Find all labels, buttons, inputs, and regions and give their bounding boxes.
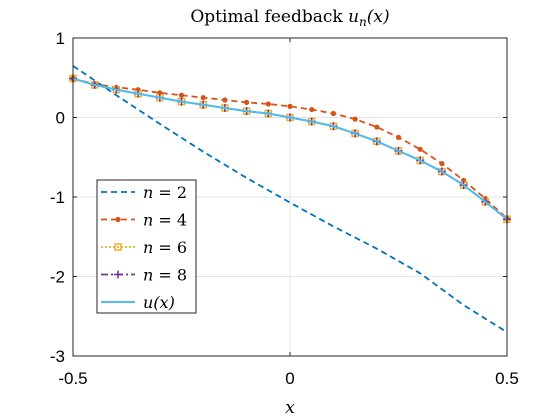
series-marker — [265, 101, 271, 107]
legend-label: n = 6 — [143, 238, 187, 257]
legend-entry: u(x) — [101, 293, 175, 312]
series-marker — [395, 134, 402, 140]
legend-var: n — [143, 183, 153, 202]
legend-entry: n = 8 — [101, 266, 187, 285]
title-sub: n — [359, 15, 367, 29]
legend-eq: = 4 — [153, 211, 187, 230]
series-marker — [309, 106, 315, 113]
legend-eq: = 8 — [153, 266, 187, 285]
series-line — [72, 77, 508, 221]
legend-label: n = 8 — [143, 266, 187, 285]
legend-entry: n = 2 — [101, 183, 187, 202]
legend-eq: = 2 — [153, 183, 187, 202]
y-tick-label: -3 — [50, 347, 65, 366]
x-tick-label: 0.5 — [495, 369, 519, 388]
y-tick-label: 0 — [56, 109, 65, 128]
legend-var: n — [143, 266, 153, 285]
series-marker — [352, 116, 358, 122]
x-axis-label: x — [285, 398, 295, 418]
series-marker — [374, 124, 380, 130]
ticks: -0.5 0 0.5 -3 -2 -1 0 1 — [50, 29, 519, 388]
series-line — [72, 77, 508, 220]
title-fn: u — [348, 7, 359, 27]
legend-var: u — [143, 293, 153, 312]
legend-eq: = 6 — [153, 238, 187, 257]
legend-label: n = 4 — [143, 211, 187, 230]
series-marker — [222, 97, 228, 103]
x-tick-label: -0.5 — [58, 369, 87, 388]
series-marker — [244, 99, 250, 105]
series-marker — [178, 92, 185, 98]
legend-marker — [115, 216, 121, 223]
legend-var: n — [143, 211, 153, 230]
legend-label: n = 2 — [143, 183, 187, 202]
title-main: Optimal feedback — [190, 7, 348, 27]
legend-var: n — [143, 238, 153, 257]
y-tick-label: 1 — [56, 29, 65, 48]
series-marker — [439, 161, 445, 167]
title-arg: (x) — [367, 7, 390, 27]
legend: n = 2n = 4n = 6n = 8u(x) — [96, 179, 197, 314]
legend-marker — [114, 243, 122, 251]
series-5 — [72, 77, 508, 221]
y-tick-label: -2 — [50, 268, 65, 287]
legend-marker — [114, 270, 122, 279]
x-tick-label: 0 — [285, 369, 294, 388]
legend-entry: n = 6 — [101, 238, 187, 257]
chart-title: Optimal feedback un(x) — [190, 7, 389, 29]
series-line — [72, 65, 508, 333]
series-marker — [287, 103, 293, 109]
legend-label: u(x) — [143, 293, 175, 312]
series-1 — [72, 65, 508, 333]
series-marker — [200, 95, 206, 101]
series-marker — [330, 110, 336, 117]
legend-eq: (x) — [153, 293, 175, 312]
series-marker — [417, 146, 423, 152]
y-tick-label: -1 — [50, 188, 65, 207]
legend-entry: n = 4 — [101, 211, 187, 230]
